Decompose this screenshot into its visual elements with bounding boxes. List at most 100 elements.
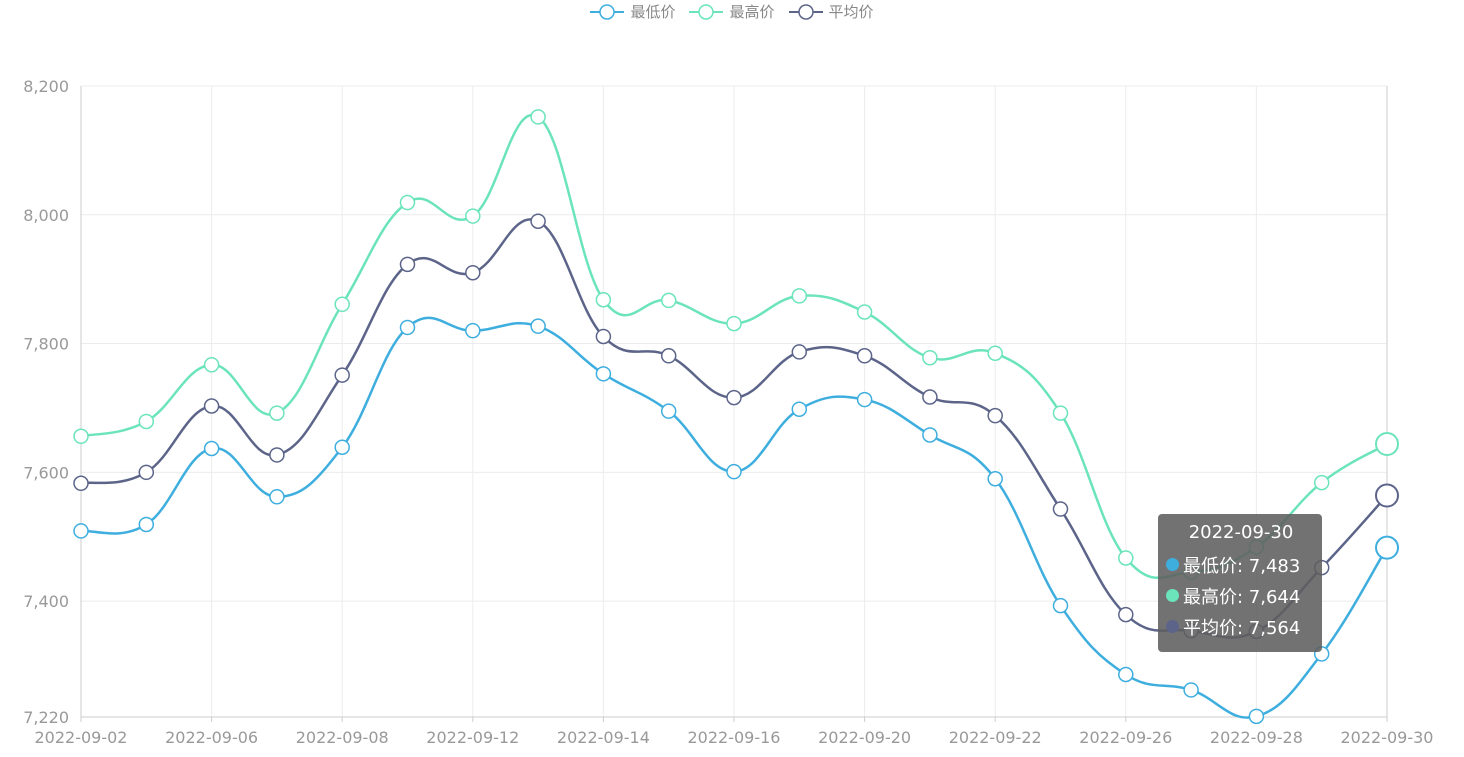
legend: 最低价 最高价 平均价 xyxy=(0,1,1464,22)
data-point xyxy=(138,413,155,430)
data-point xyxy=(334,367,350,383)
data-point xyxy=(203,440,220,457)
x-tick-label: 2022-09-28 xyxy=(1210,728,1303,747)
series-line xyxy=(80,113,1388,580)
y-tick-label: 8,200 xyxy=(23,77,69,96)
data-point xyxy=(856,348,873,364)
data-point xyxy=(595,292,612,308)
data-point xyxy=(465,208,481,224)
legend-item-max[interactable]: 最高价 xyxy=(689,1,775,22)
data-point xyxy=(203,398,220,414)
data-point xyxy=(660,292,677,309)
tooltip-row-label: 最低价: 7,483 xyxy=(1183,555,1301,577)
data-point xyxy=(791,401,808,417)
data-point xyxy=(334,439,350,455)
data-point xyxy=(987,345,1003,361)
legend-swatch-icon xyxy=(689,3,724,20)
x-tick-label: 2022-09-22 xyxy=(949,728,1042,747)
y-tick-label: 7,400 xyxy=(23,592,69,611)
data-point xyxy=(465,264,481,281)
data-point xyxy=(334,296,350,313)
data-point xyxy=(987,407,1003,424)
x-tick-label: 2022-09-14 xyxy=(557,728,650,747)
data-point xyxy=(726,315,742,332)
y-tick-label: 7,220 xyxy=(23,708,69,727)
data-point xyxy=(660,348,677,364)
data-point xyxy=(73,428,89,445)
data-point xyxy=(1052,597,1069,614)
data-point xyxy=(203,357,220,373)
legend-item-min[interactable]: 最低价 xyxy=(590,1,675,22)
data-point xyxy=(269,489,285,505)
data-point xyxy=(530,109,546,125)
tooltip-row: 最低价: 7,483 xyxy=(1166,549,1316,580)
tooltip-row-label: 最高价: 7,644 xyxy=(1183,586,1301,608)
legend-label: 最高价 xyxy=(729,3,775,21)
x-tick-label: 2022-09-08 xyxy=(296,728,389,747)
data-point xyxy=(73,523,89,539)
x-tick-label: 2022-09-26 xyxy=(1079,728,1172,747)
tooltip-row-label: 平均价: 7,564 xyxy=(1183,617,1301,639)
x-tick-label: 2022-09-06 xyxy=(165,728,258,747)
data-point xyxy=(399,256,416,273)
x-tick-label: 2022-09-16 xyxy=(688,728,781,747)
data-point xyxy=(138,464,155,481)
data-point xyxy=(73,475,89,492)
data-point xyxy=(1118,606,1134,623)
axes: 7,220 7,400 7,600 7,800 8,000 8,200 2022-09-02… xyxy=(23,77,1433,747)
data-point xyxy=(922,427,938,443)
legend-label: 平均价 xyxy=(828,3,874,21)
data-point xyxy=(269,447,285,463)
data-point xyxy=(1118,550,1134,566)
data-point xyxy=(660,403,677,419)
data-point xyxy=(138,516,155,533)
tooltip-title: 2022-09-30 xyxy=(1188,522,1294,543)
data-point xyxy=(856,304,873,320)
data-point xyxy=(791,344,808,360)
y-tick-label: 7,800 xyxy=(23,335,69,354)
x-tick-label: 2022-09-02 xyxy=(35,728,128,747)
data-point xyxy=(399,319,416,336)
data-point xyxy=(922,389,938,405)
data-point xyxy=(269,405,285,421)
data-point xyxy=(726,389,742,406)
data-point xyxy=(595,328,612,345)
tooltip-dot-icon xyxy=(1166,620,1179,633)
data-point xyxy=(1375,483,1399,508)
legend-swatch-icon xyxy=(590,3,625,20)
data-point xyxy=(1183,682,1199,698)
data-point xyxy=(1052,405,1069,421)
data-point xyxy=(791,288,808,304)
data-point xyxy=(1313,474,1330,491)
data-point xyxy=(856,391,873,408)
y-tick-label: 8,000 xyxy=(23,206,69,225)
series-line xyxy=(80,218,1388,639)
data-point xyxy=(1375,535,1399,560)
x-tick-label: 2022-09-20 xyxy=(818,728,911,747)
x-tick-label: 2022-09-12 xyxy=(426,728,519,747)
data-point xyxy=(1375,431,1399,456)
y-tick-label: 7,600 xyxy=(23,463,69,482)
data-point xyxy=(1248,708,1265,725)
data-point xyxy=(530,318,546,334)
data-point xyxy=(1052,501,1069,517)
data-point xyxy=(1118,666,1134,683)
tooltip-dot-icon xyxy=(1166,558,1179,571)
data-point xyxy=(595,366,612,382)
legend-swatch-icon xyxy=(788,3,823,20)
data-point xyxy=(726,463,742,480)
tooltip: 2022-09-30 最低价: 7,483 最高价: 7,644 平均价: 7,… xyxy=(1158,514,1322,652)
data-point xyxy=(987,471,1003,487)
series-group xyxy=(73,109,1399,580)
data-point xyxy=(530,213,546,229)
data-point xyxy=(399,194,416,211)
legend-item-avg[interactable]: 平均价 xyxy=(788,1,874,22)
series-group xyxy=(73,316,1399,725)
tooltip-row: 平均价: 7,564 xyxy=(1166,611,1316,642)
data-point xyxy=(922,349,938,366)
tooltip-dot-icon xyxy=(1166,589,1179,602)
x-tick-label: 2022-09-30 xyxy=(1341,728,1434,747)
legend-label: 最低价 xyxy=(630,3,676,21)
tooltip-row: 最高价: 7,644 xyxy=(1166,580,1316,611)
data-point xyxy=(465,322,481,339)
